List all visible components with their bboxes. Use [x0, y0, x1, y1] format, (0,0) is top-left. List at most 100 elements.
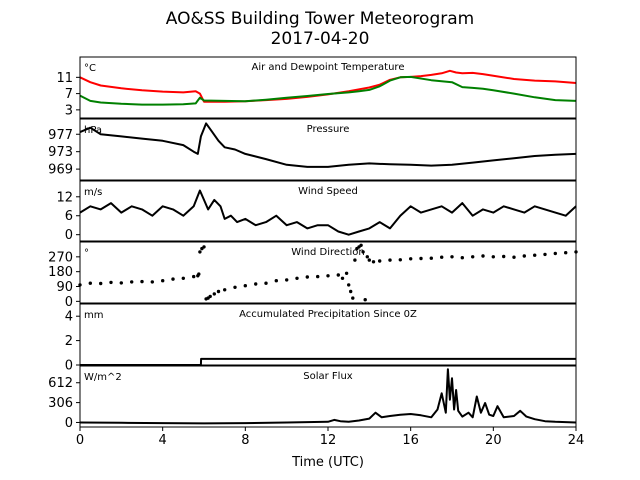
wind-direction-point: [254, 282, 258, 286]
wind-direction-point: [347, 283, 351, 287]
wind-direction-point: [192, 274, 196, 279]
panel-frame: [79, 303, 577, 366]
y-tick-label: 969: [48, 163, 73, 178]
panel-frame: [79, 241, 577, 304]
panel-title: Solar Flux: [303, 371, 353, 382]
wind-direction-point: [522, 254, 526, 258]
y-tick-label: 0: [65, 359, 73, 374]
x-tick-label: 12: [320, 433, 337, 448]
y-tick-label: 0: [65, 416, 73, 431]
panel-frame: [79, 180, 577, 242]
y-tick-label: 11: [56, 71, 73, 86]
x-tick-label: 16: [402, 433, 419, 448]
wind-direction-point: [274, 279, 278, 283]
wind-direction-point: [460, 256, 464, 260]
y-tick-label: 2: [65, 334, 73, 349]
series-line-black: [79, 189, 577, 236]
wind-direction-point: [429, 256, 433, 260]
wind-direction-point: [130, 280, 134, 284]
wind-direction-point: [88, 281, 93, 285]
panel-frame: [79, 56, 577, 119]
wind-direction-point: [543, 252, 547, 257]
wind-direction-point: [150, 280, 154, 284]
panel-title: Wind Direction: [291, 247, 365, 258]
panel-3: 0 6 12 m/s Wind Speed: [56, 180, 577, 243]
wind-direction-point: [351, 296, 355, 300]
panel-frame: [79, 118, 577, 181]
y-tick-label: 3: [65, 103, 73, 118]
y-tick-label: 612: [48, 376, 73, 391]
wind-direction-point: [171, 277, 175, 281]
wind-direction-point: [216, 289, 221, 294]
y-tick-label: 270: [48, 250, 73, 265]
wind-direction-point: [512, 255, 516, 259]
wind-direction-point: [471, 255, 475, 259]
wind-direction-point: [502, 254, 506, 259]
wind-direction-point: [378, 259, 382, 263]
wind-direction-point: [359, 243, 363, 247]
x-axis: 0 4 8 12 16 20 24: [76, 427, 584, 448]
wind-direction-point: [367, 258, 371, 262]
y-tick-label: 6: [65, 209, 73, 224]
wind-direction-point: [208, 294, 212, 299]
wind-direction-point: [344, 271, 349, 275]
wind-direction-point: [285, 278, 289, 282]
panel-title: Wind Speed: [298, 186, 358, 197]
x-tick-label: 24: [568, 433, 585, 448]
y-tick-label: 973: [48, 145, 73, 160]
figure-title-line2: 2017-04-20: [271, 29, 370, 49]
wind-direction-point: [398, 258, 402, 262]
y-tick-label: 977: [48, 128, 73, 143]
panel-title: Accumulated Precipitation Since 0Z: [239, 309, 417, 320]
wind-direction-point: [233, 285, 237, 289]
y-tick-label: 12: [56, 190, 73, 205]
y-tick-label: 0: [65, 295, 73, 310]
wind-direction-point: [349, 289, 353, 294]
wind-direction-point: [353, 258, 357, 262]
wind-direction-point: [409, 257, 413, 261]
wind-direction-point: [295, 276, 299, 280]
wind-direction-point: [243, 284, 247, 288]
panel-unit-label: hPa: [84, 125, 102, 136]
series-line-red: [79, 69, 577, 103]
panel-unit-label: W/m^2: [84, 372, 122, 383]
panel-unit-label: m/s: [84, 187, 102, 198]
panel-unit-label: mm: [84, 310, 103, 321]
wind-direction-point: [336, 273, 340, 277]
wind-direction-point: [212, 292, 216, 296]
wind-direction-point: [316, 274, 320, 279]
wind-direction-point: [491, 255, 495, 259]
wind-direction-point: [119, 281, 124, 285]
x-tick-label: 0: [76, 433, 84, 448]
y-tick-label: 306: [48, 396, 73, 411]
wind-direction-point: [340, 276, 345, 280]
series-line-black: [80, 357, 576, 366]
x-axis-label: Time (UTC): [291, 455, 364, 470]
wind-direction-point: [264, 281, 268, 285]
panel-title: Pressure: [307, 124, 350, 135]
wind-direction-point: [388, 258, 392, 262]
wind-direction-point: [481, 254, 485, 258]
panel-5: 0 2 4 mm Accumulated Precipitation Since 0Z: [65, 303, 577, 374]
y-tick-label: 0: [65, 228, 73, 243]
wind-direction-point: [223, 288, 227, 292]
panel-2: 969 973 977 hPa Pressure: [48, 118, 577, 181]
panel-6: 0 306 612 W/m^2 Solar Flux: [48, 365, 577, 431]
wind-direction-point: [361, 250, 365, 254]
y-tick-label: 180: [48, 265, 73, 280]
wind-direction-point: [140, 279, 144, 284]
wind-direction-point: [440, 255, 444, 259]
wind-direction-point: [326, 274, 330, 278]
y-tick-label: 7: [65, 87, 73, 102]
series-line-black: [79, 368, 577, 425]
wind-direction-point: [109, 280, 113, 285]
wind-direction-point: [365, 255, 369, 259]
panel-title: Air and Dewpoint Temperature: [252, 62, 405, 73]
wind-direction-point: [181, 276, 185, 280]
series-line-black: [79, 122, 577, 168]
x-tick-label: 8: [241, 433, 249, 448]
wind-direction-point: [198, 250, 202, 254]
wind-direction-point: [553, 251, 557, 256]
